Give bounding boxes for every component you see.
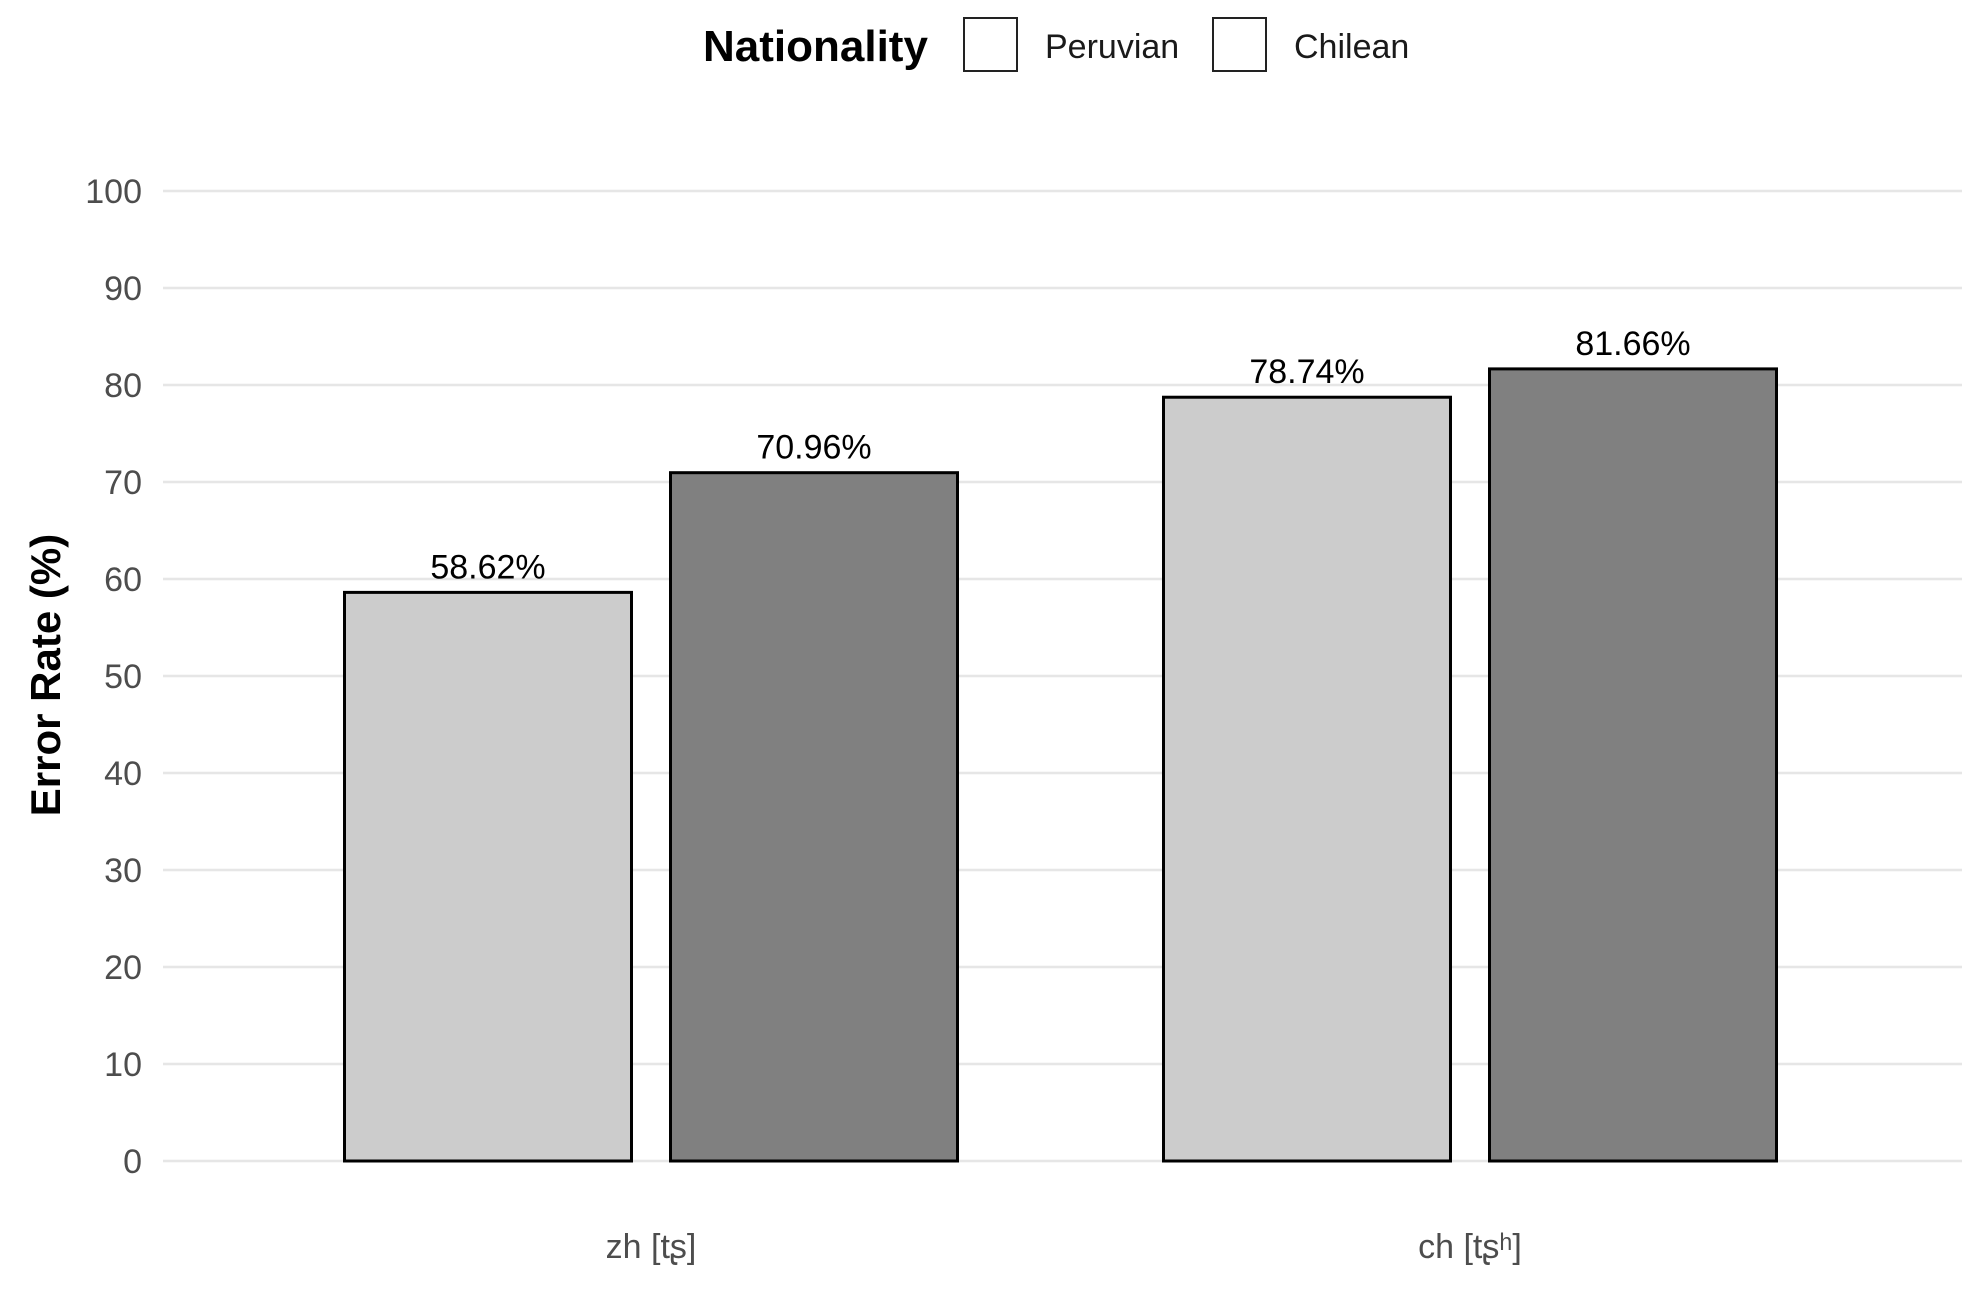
bars bbox=[343, 367, 1778, 1163]
y-tick-label: 0 bbox=[123, 1143, 142, 1181]
y-tick-label: 10 bbox=[104, 1046, 142, 1084]
bar-data-label: 70.96% bbox=[756, 429, 871, 467]
bar-data-label: 81.66% bbox=[1575, 325, 1690, 363]
y-axis-label: Error Rate (%) bbox=[22, 534, 69, 816]
bar-data-label: 58.62% bbox=[430, 548, 545, 586]
y-tick-label: 20 bbox=[104, 949, 142, 987]
bar-data-label: 78.74% bbox=[1249, 353, 1364, 391]
x-tick-label: zh [tʂ] bbox=[606, 1228, 697, 1266]
y-tick-label: 60 bbox=[104, 561, 142, 599]
legend-key-chilean bbox=[1212, 17, 1267, 72]
y-tick-labels: 0 10 20 30 40 50 60 70 80 90 100 bbox=[85, 173, 142, 1181]
legend: Nationality Peruvian Chilean bbox=[0, 0, 1979, 100]
y-tick-label: 40 bbox=[104, 755, 142, 793]
bar-peruvian-1 bbox=[1162, 395, 1452, 1163]
y-tick-label: 70 bbox=[104, 464, 142, 502]
legend-label-chilean: Chilean bbox=[1294, 28, 1410, 66]
y-tick-label: 50 bbox=[104, 658, 142, 696]
y-tick-label: 30 bbox=[104, 852, 142, 890]
y-tick-label: 100 bbox=[85, 173, 142, 211]
y-tick-label: 80 bbox=[104, 367, 142, 405]
bar-data-labels: 58.62% 70.96% 78.74% 81.66% bbox=[430, 325, 1690, 586]
bar-chilean-1 bbox=[1488, 367, 1778, 1163]
legend-label-peruvian: Peruvian bbox=[1045, 28, 1180, 66]
x-tick-label: ch [tʂʰ] bbox=[1418, 1228, 1522, 1266]
legend-title: Nationality bbox=[703, 22, 928, 71]
y-tick-label: 90 bbox=[104, 270, 142, 308]
bar-chilean-0 bbox=[669, 471, 959, 1163]
x-tick-labels: zh [tʂ] ch [tʂʰ] bbox=[606, 1228, 1522, 1266]
bar-peruvian-0 bbox=[343, 590, 633, 1163]
legend-key-peruvian bbox=[963, 17, 1018, 72]
